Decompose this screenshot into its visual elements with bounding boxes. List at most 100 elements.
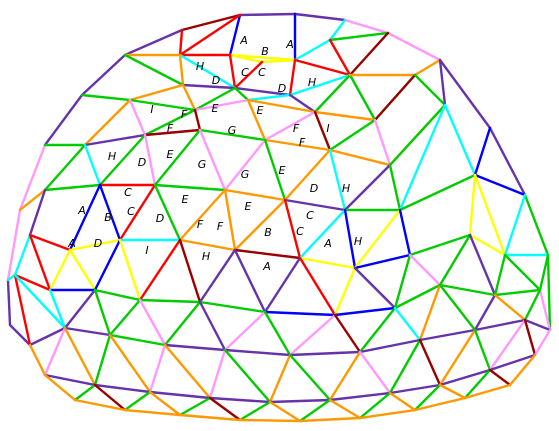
strut-h-85 [343,163,392,212]
strut-label-41: H [354,235,362,248]
strut-e-122 [408,233,472,257]
strut-c-115 [28,233,72,252]
strut-label-7: D [278,82,286,95]
strut-h-5 [123,28,184,57]
strut-h-217 [488,353,537,372]
strut-label-31: E [245,200,252,213]
strut-f-106 [233,198,287,252]
strut-e-74 [388,103,447,167]
strut-b-121 [353,253,412,270]
strut-i-171 [333,313,362,354]
strut-h-181 [63,326,112,337]
strut-g-57 [128,98,147,137]
strut-e-103 [153,183,182,242]
strut-f-232 [438,383,467,400]
strut-g-52 [193,98,250,112]
strut-f-228 [328,398,362,420]
strut-label-27: A [77,204,86,217]
strut-label-3: H [196,60,204,73]
strut-d-125 [6,273,17,282]
strut-g-165 [138,298,167,347]
strut-f-236 [73,398,127,412]
strut-d-87 [443,103,477,177]
strut-h-167 [198,300,227,352]
strut-e-156 [493,288,542,297]
strut-label-28: B [104,211,112,224]
strut-b-88 [473,126,492,177]
strut-g-141 [408,253,442,287]
strut-label-19: D [138,156,146,169]
strut-d-173 [393,306,422,342]
strut-f-195 [163,343,212,400]
strut-e-169 [263,310,292,357]
strut-c-27 [228,53,237,90]
strut-label-38: D [94,237,102,250]
strut-h-44 [288,93,317,114]
strut-h-0 [238,12,297,17]
strut-e-144 [493,253,507,297]
strut-h-7 [43,93,84,147]
strut-h-11 [438,58,492,130]
strut-i-234 [488,368,512,387]
strut-e-182 [108,333,167,347]
strut-h-6 [80,53,127,97]
strut-label-20: E [167,148,174,161]
strut-i-203 [418,338,442,387]
strut-f-56 [83,98,132,147]
strut-h-158 [8,323,32,347]
strut-a-116 [68,238,122,252]
strut-e-77 [98,133,147,187]
strut-e-142 [438,233,472,287]
strut-b-152 [263,310,337,317]
strut-d-160 [13,273,67,330]
strut-i-133 [178,238,202,304]
strut-h-210 [93,383,152,394]
strut-label-4: C [241,66,249,79]
strut-h-143 [468,233,497,297]
strut-label-14: G [228,124,237,137]
strut-h-188 [473,318,527,332]
strut-h-10 [6,278,12,327]
strut-e-229 [358,391,392,420]
strut-g-2 [343,18,390,35]
strut-e-97 [398,173,477,212]
strut-i-59 [193,108,202,132]
strut-b-130 [93,238,122,292]
strut-g-194 [148,343,167,394]
strut-a-128 [48,248,72,292]
strut-c-24 [178,13,242,57]
strut-f-54 [313,110,377,122]
strut-f-241 [358,408,417,420]
strut-label-16: F [299,136,306,149]
strut-g-61 [263,110,317,142]
strut-c-102 [118,183,157,242]
strut-a-112 [468,173,477,237]
strut-e-154 [393,283,442,310]
strut-a-18 [228,53,264,64]
strut-label-0: A [239,34,248,47]
strut-c-28 [233,60,264,90]
strut-h-29 [233,86,292,97]
strut-h-1 [293,12,347,22]
strut-e-221 [123,390,152,412]
strut-e-50 [80,93,132,102]
strut-g-80 [198,128,227,192]
strut-label-24: D [310,182,318,195]
strut-label-8: H [308,76,316,89]
strut-h-12 [488,126,527,197]
strut-a-113 [473,173,507,257]
strut-e-225 [238,400,272,422]
strut-f-200 [328,350,362,402]
strut-f-72 [263,138,332,152]
strut-c-32 [293,58,352,77]
strut-e-166 [163,300,202,347]
strut-label-15: F [293,122,300,135]
strut-a-131 [118,238,142,302]
strut-g-81 [223,138,267,192]
strut-i-70 [143,128,202,137]
strut-e-150 [138,298,202,304]
strut-a-129 [68,248,97,292]
strut-e-149 [93,288,142,302]
strut-e-140 [393,253,412,310]
strut-e-41 [193,86,237,112]
